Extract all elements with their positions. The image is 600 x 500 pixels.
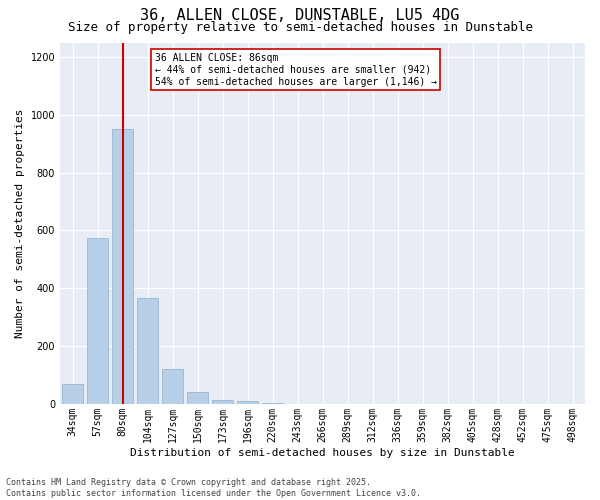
Text: Size of property relative to semi-detached houses in Dunstable: Size of property relative to semi-detach… (67, 21, 533, 34)
Bar (137, 298, 158, 404)
Text: 36 ALLEN CLOSE: 86sqm
← 44% of semi-detached houses are smaller (942)
54% of sem: 36 ALLEN CLOSE: 86sqm ← 44% of semi-deta… (155, 54, 437, 86)
Bar (62, 384, 83, 404)
Bar (112, 129, 133, 404)
Bar (237, 401, 258, 404)
Bar (212, 400, 233, 404)
Bar (187, 392, 208, 404)
Bar (87, 238, 108, 404)
X-axis label: Distribution of semi-detached houses by size in Dunstable: Distribution of semi-detached houses by … (130, 448, 515, 458)
Text: Contains HM Land Registry data © Crown copyright and database right 2025.
Contai: Contains HM Land Registry data © Crown c… (6, 478, 421, 498)
Y-axis label: Number of semi-detached properties: Number of semi-detached properties (15, 108, 25, 338)
Bar (162, 369, 183, 404)
Text: 36, ALLEN CLOSE, DUNSTABLE, LU5 4DG: 36, ALLEN CLOSE, DUNSTABLE, LU5 4DG (140, 8, 460, 22)
